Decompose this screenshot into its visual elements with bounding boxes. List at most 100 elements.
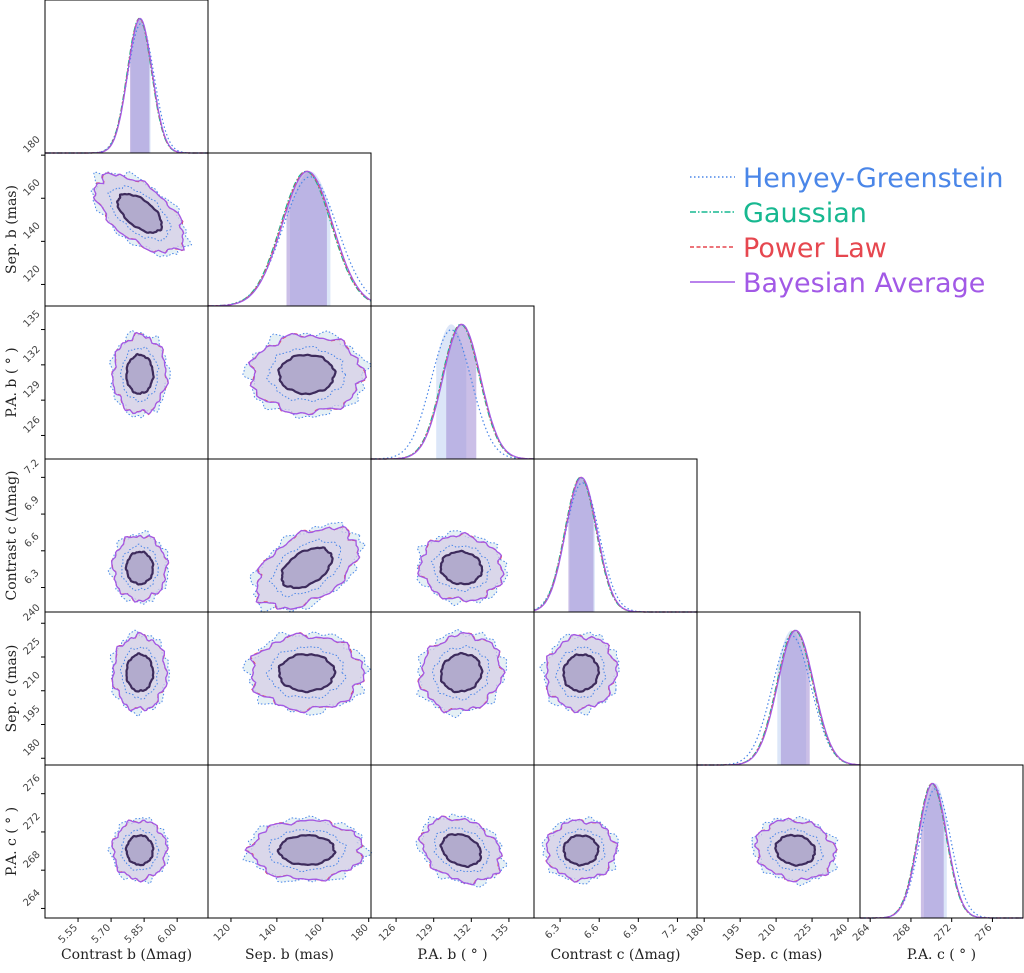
x-tick-label: 120 (212, 922, 233, 943)
x-axis-title: Sep. b (mas) (245, 947, 334, 963)
credible-interval-bayesian-average (780, 630, 810, 765)
y-axis-title: P.A. c ( ° ) (4, 807, 20, 876)
y-axis-title: P.A. b ( ° ) (4, 347, 20, 417)
legend-label-power-law: Power Law (743, 233, 887, 264)
y-tick-label: 272 (21, 811, 42, 832)
marginal-curve-bayesian-average (45, 17, 208, 154)
contour-outer-bayesian-average (111, 534, 170, 603)
contour-mid-henyey-greenstein (119, 646, 160, 700)
y-tick-label: 180 (21, 134, 42, 155)
x-tick-label: 6.00 (156, 922, 180, 946)
credible-interval-bayesian-average (446, 324, 477, 459)
y-axis-title: Sep. c (mas) (4, 645, 20, 733)
y-tick-label: 6.3 (23, 568, 42, 587)
y-tick-label: 240 (21, 602, 42, 623)
contour-outer-bayesian-average (255, 525, 361, 610)
x-tick-label: 6.3 (543, 922, 562, 941)
marginal-curve-power-law (533, 476, 697, 613)
x-tick-label: 180 (350, 922, 371, 943)
credible-interval-bayesian-average (920, 783, 944, 918)
y-axis-title: Contrast c (Δmag) (4, 471, 20, 601)
x-tick-label: 6.9 (621, 922, 640, 941)
x-tick-label: 276 (973, 922, 994, 943)
x-tick-label: 129 (415, 922, 436, 943)
x-tick-label: 240 (829, 922, 850, 943)
contour-inner-bayesian-average (125, 652, 155, 693)
y-tick-label: 264 (21, 888, 42, 909)
marginal-curve-gaussian (533, 476, 697, 613)
contour-mid-henyey-greenstein (766, 828, 824, 872)
contour-outer-bayesian-average (417, 631, 506, 714)
y-tick-label: 195 (21, 704, 42, 725)
contour-inner-bayesian-average (277, 653, 337, 694)
contour-mid-henyey-greenstein (268, 829, 348, 873)
contour-inner-bayesian-average (276, 833, 337, 867)
x-tick-label: 135 (490, 922, 511, 943)
y-tick-label: 6.6 (23, 531, 42, 550)
x-tick-label: 140 (258, 922, 279, 943)
marginal-curve-henyey-greenstein (371, 329, 534, 460)
credible-interval-bayesian-average (130, 18, 150, 154)
contour-inner-bayesian-average (124, 550, 155, 586)
x-tick-label: 7.2 (661, 922, 680, 941)
contour-outer-bayesian-average (247, 332, 367, 416)
contour-outer-bayesian-average (545, 818, 619, 883)
x-tick-label: 272 (933, 922, 954, 943)
x-tick-label: 5.55 (57, 922, 81, 946)
contour-outer-bayesian-average (111, 631, 169, 712)
x-tick-label: 126 (377, 922, 398, 943)
contour-inner-bayesian-average (562, 834, 600, 867)
contour-inner-bayesian-average (439, 833, 483, 869)
contour-mid-henyey-greenstein (268, 538, 342, 598)
x-tick-label: 180 (685, 922, 706, 943)
contour-outer-bayesian-average (417, 815, 503, 886)
contour-mid-henyey-greenstein (266, 345, 347, 403)
y-tick-label: 126 (21, 415, 42, 436)
y-tick-label: 160 (21, 177, 42, 198)
x-tick-label: 195 (721, 922, 742, 943)
marginal-curve-power-law (45, 17, 208, 154)
contour-mid-henyey-greenstein (107, 185, 172, 242)
contour-outer-bayesian-average (249, 632, 366, 714)
contour-mid-henyey-greenstein (430, 544, 492, 593)
panel-frame (859, 764, 1024, 919)
contour-inner-bayesian-average (774, 833, 817, 867)
legend-label-gaussian: Gaussian (743, 198, 867, 229)
marginal-curve-henyey-greenstein (860, 788, 1023, 919)
contour-outer-bayesian-average (111, 819, 169, 883)
contour-outer-bayesian-average (545, 633, 618, 714)
marginal-curve-henyey-greenstein (45, 23, 208, 154)
contour-inner-bayesian-average (124, 834, 155, 867)
credible-interval-bayesian-average (568, 477, 594, 612)
contour-mid-henyey-greenstein (431, 644, 491, 701)
contour-outer-bayesian-average (92, 172, 185, 254)
credible-interval-bayesian-average (286, 171, 327, 306)
marginal-curve-bayesian-average (533, 476, 697, 613)
y-tick-label: 268 (21, 849, 42, 870)
contour-outer-bayesian-average (417, 531, 505, 603)
x-axis-title: Contrast b (Δmag) (61, 947, 192, 963)
x-tick-label: 160 (304, 922, 325, 943)
x-tick-label: 6.6 (582, 922, 601, 941)
y-tick-label: 180 (21, 737, 42, 758)
y-tick-label: 276 (21, 773, 42, 794)
legend-label-bayesian-average: Bayesian Average (743, 268, 985, 299)
contour-inner-bayesian-average (439, 651, 484, 694)
y-tick-label: 120 (21, 264, 42, 285)
marginal-curve-gaussian (45, 17, 208, 154)
contour-outer-bayesian-average (111, 331, 169, 415)
contour-inner-bayesian-average (439, 549, 484, 586)
contour-mid-henyey-greenstein (119, 346, 160, 403)
contour-mid-henyey-greenstein (555, 828, 606, 872)
contour-inner-bayesian-average (562, 653, 601, 693)
x-tick-label: 5.70 (90, 922, 114, 946)
contour-mid-henyey-greenstein (433, 827, 491, 873)
y-tick-label: 210 (21, 670, 42, 691)
y-tick-label: 129 (21, 379, 42, 400)
x-tick-label: 264 (851, 922, 872, 943)
contour-mid-henyey-greenstein (120, 828, 160, 871)
x-tick-label: 225 (793, 922, 814, 943)
y-tick-label: 140 (21, 220, 42, 241)
x-axis-title: P.A. c ( ° ) (907, 947, 976, 963)
